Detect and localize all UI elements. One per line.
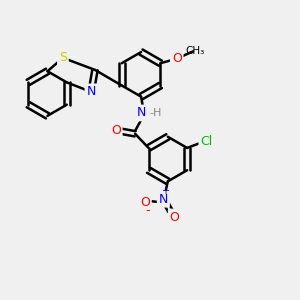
- Text: N: N: [86, 85, 96, 98]
- Text: N: N: [137, 106, 146, 119]
- Text: N: N: [159, 193, 168, 206]
- Text: O: O: [170, 211, 180, 224]
- Text: Cl: Cl: [200, 136, 213, 148]
- Text: O: O: [111, 124, 121, 137]
- Text: CH₃: CH₃: [186, 46, 205, 56]
- Text: -H: -H: [149, 108, 161, 118]
- Text: +: +: [161, 186, 169, 196]
- Text: S: S: [59, 51, 67, 64]
- Text: -: -: [146, 204, 150, 217]
- Text: O: O: [172, 52, 182, 65]
- Text: O: O: [140, 196, 150, 209]
